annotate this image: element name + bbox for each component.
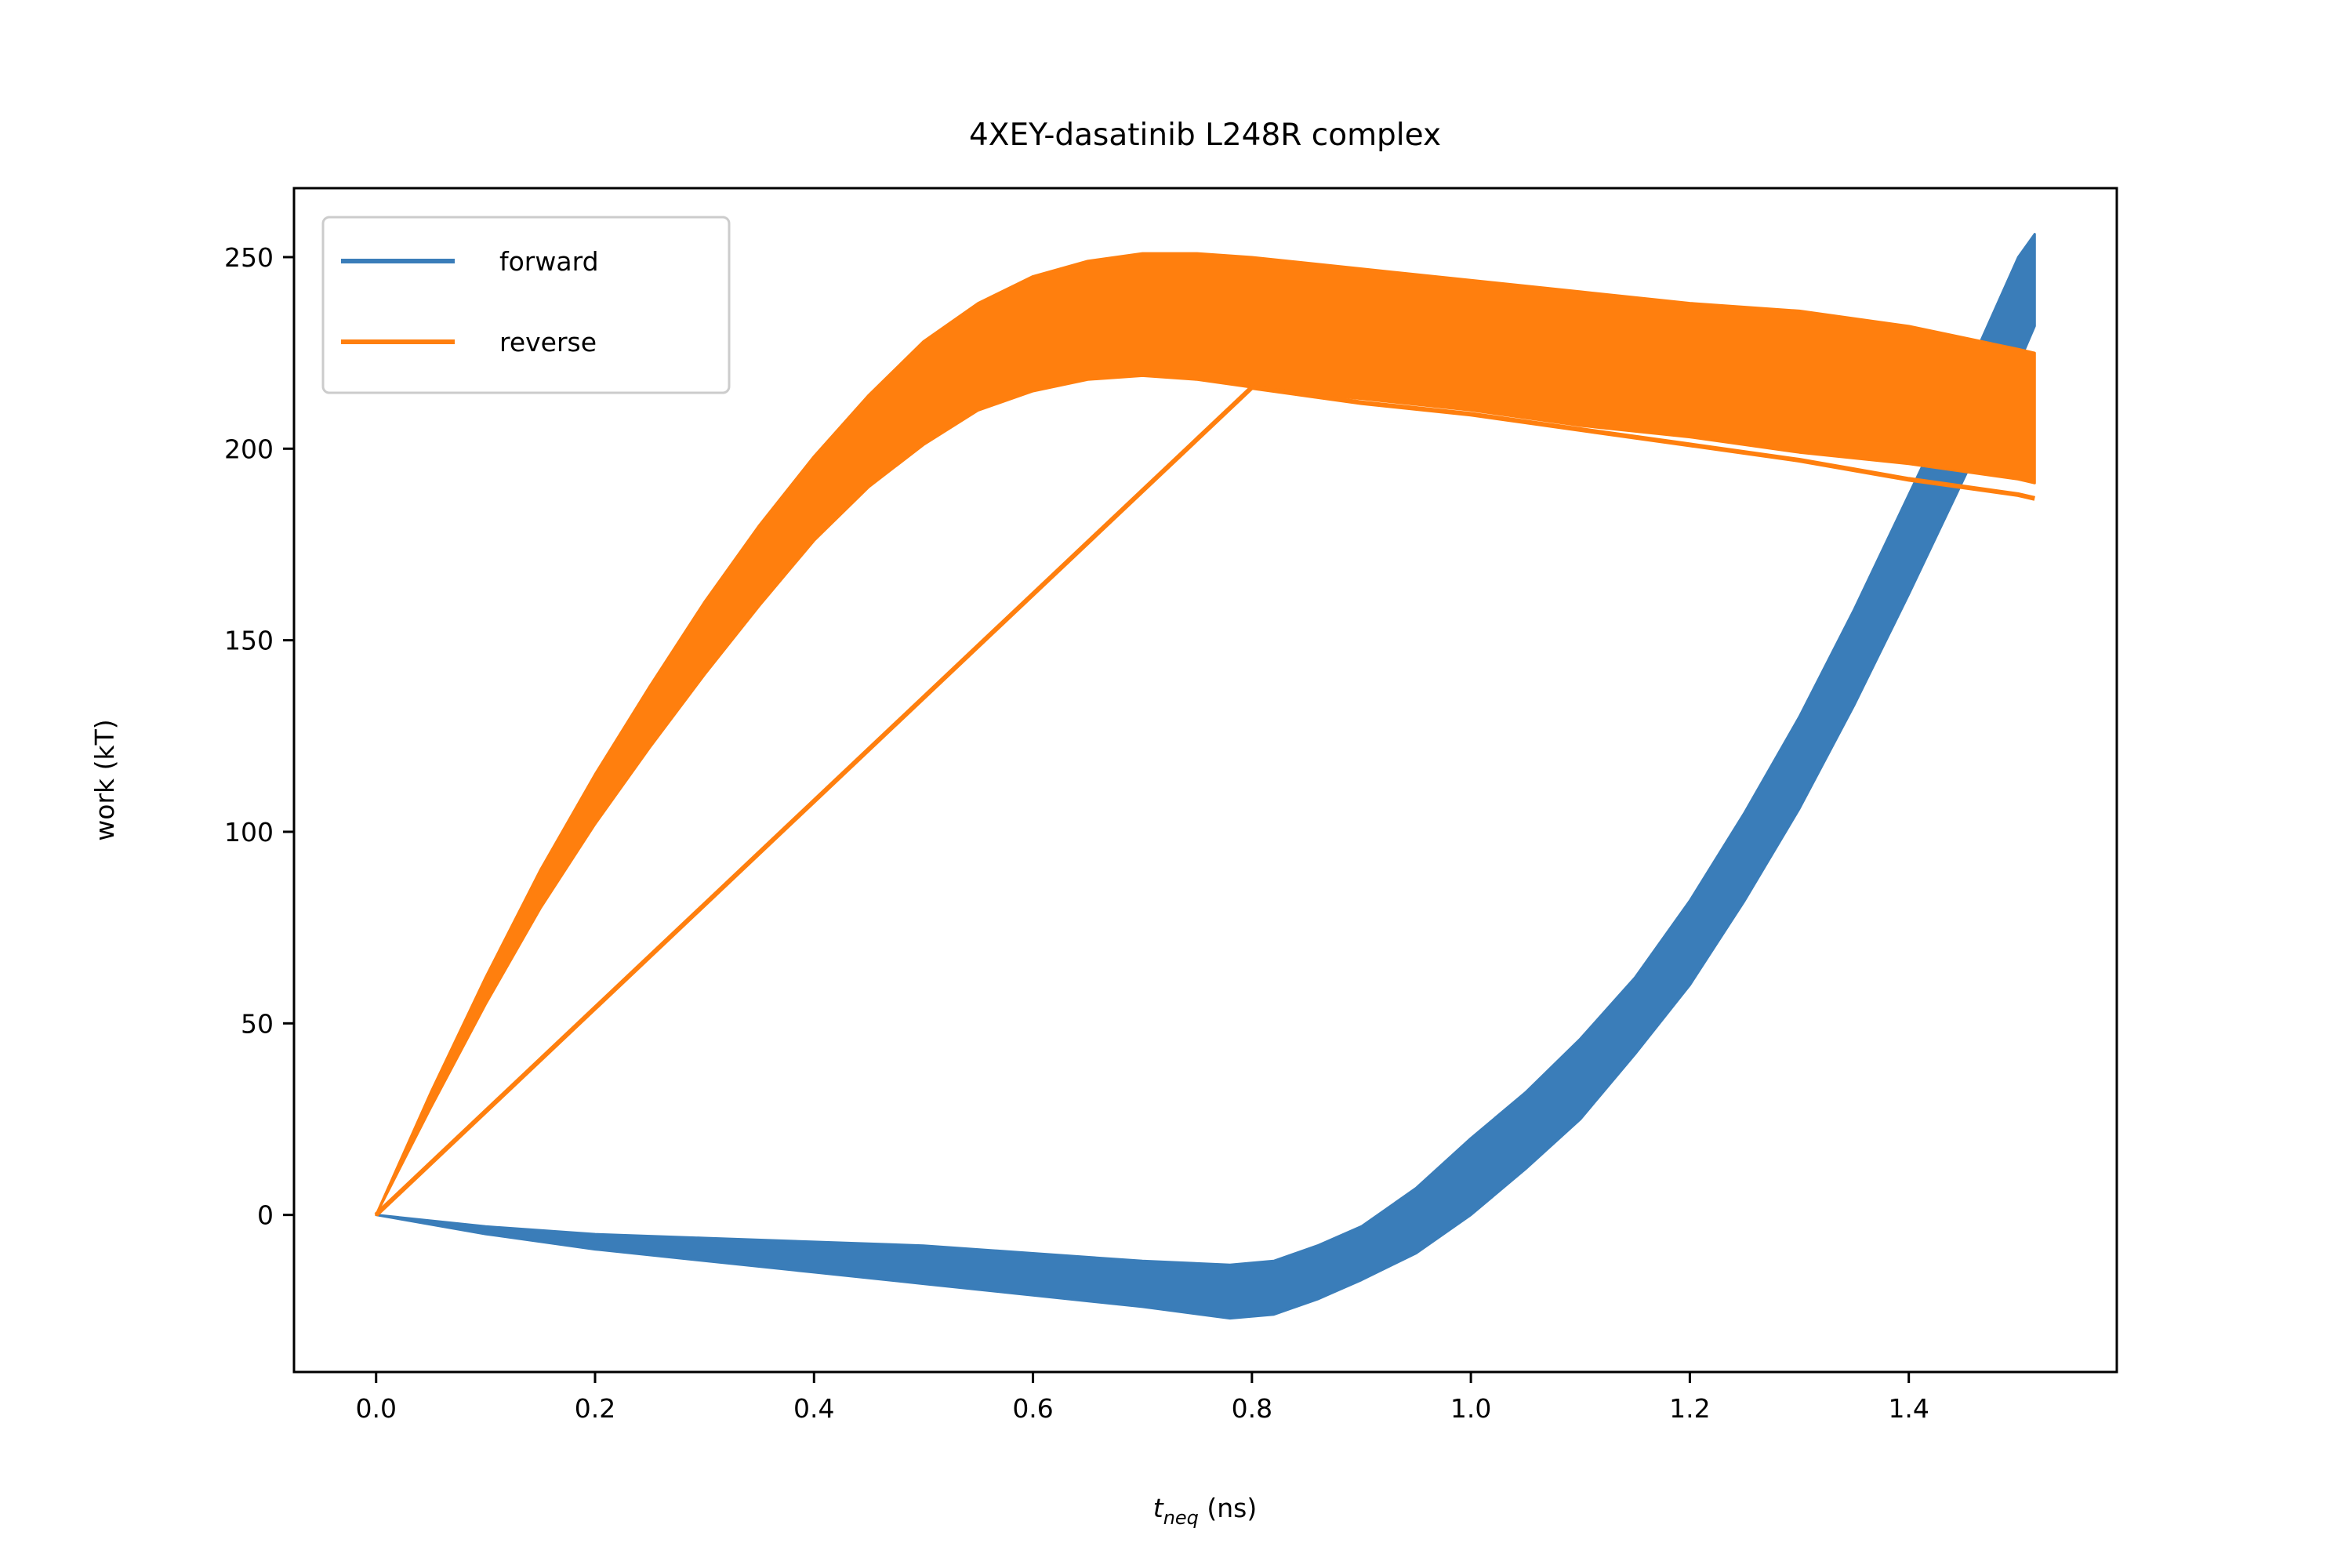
x-tick-label: 1.2	[1669, 1393, 1710, 1424]
y-tick-label: 200	[224, 434, 274, 464]
x-tick-label: 0.6	[1012, 1393, 1053, 1424]
x-axis: 0.0 0.2 0.4 0.6 0.8 1.0 1.2 1.4	[355, 1372, 1929, 1424]
y-axis: 0 50 100 150 200 250	[224, 242, 294, 1231]
y-tick-label: 100	[224, 817, 274, 848]
plot-area	[374, 233, 2036, 1320]
x-tick-label: 0.0	[355, 1393, 396, 1424]
y-tick-label: 50	[241, 1008, 274, 1039]
x-tick-label: 0.8	[1232, 1393, 1272, 1424]
chart-title: 4XEY-dasatinib L248R complex	[969, 118, 1441, 153]
x-tick-label: 1.4	[1888, 1393, 1929, 1424]
x-tick-label: 0.4	[793, 1393, 834, 1424]
x-tick-label: 0.2	[575, 1393, 615, 1424]
x-tick-label: 1.0	[1450, 1393, 1491, 1424]
series-band-forward	[375, 233, 2036, 1320]
x-axis-label: tneq (ns)	[1153, 1493, 1258, 1529]
legend-box	[321, 216, 731, 394]
y-tick-label: 150	[224, 626, 274, 656]
y-axis-label: work (kT)	[89, 719, 120, 840]
legend: forward reverse	[321, 216, 731, 394]
series-band-reverse	[375, 252, 2036, 1217]
series-line-reverse-outlier	[374, 384, 2035, 1217]
y-tick-label: 250	[224, 242, 274, 273]
legend-label-reverse: reverse	[499, 327, 597, 358]
axes-frame	[292, 187, 2118, 1374]
legend-label-forward: forward	[499, 246, 599, 277]
y-tick-label: 0	[257, 1200, 274, 1231]
